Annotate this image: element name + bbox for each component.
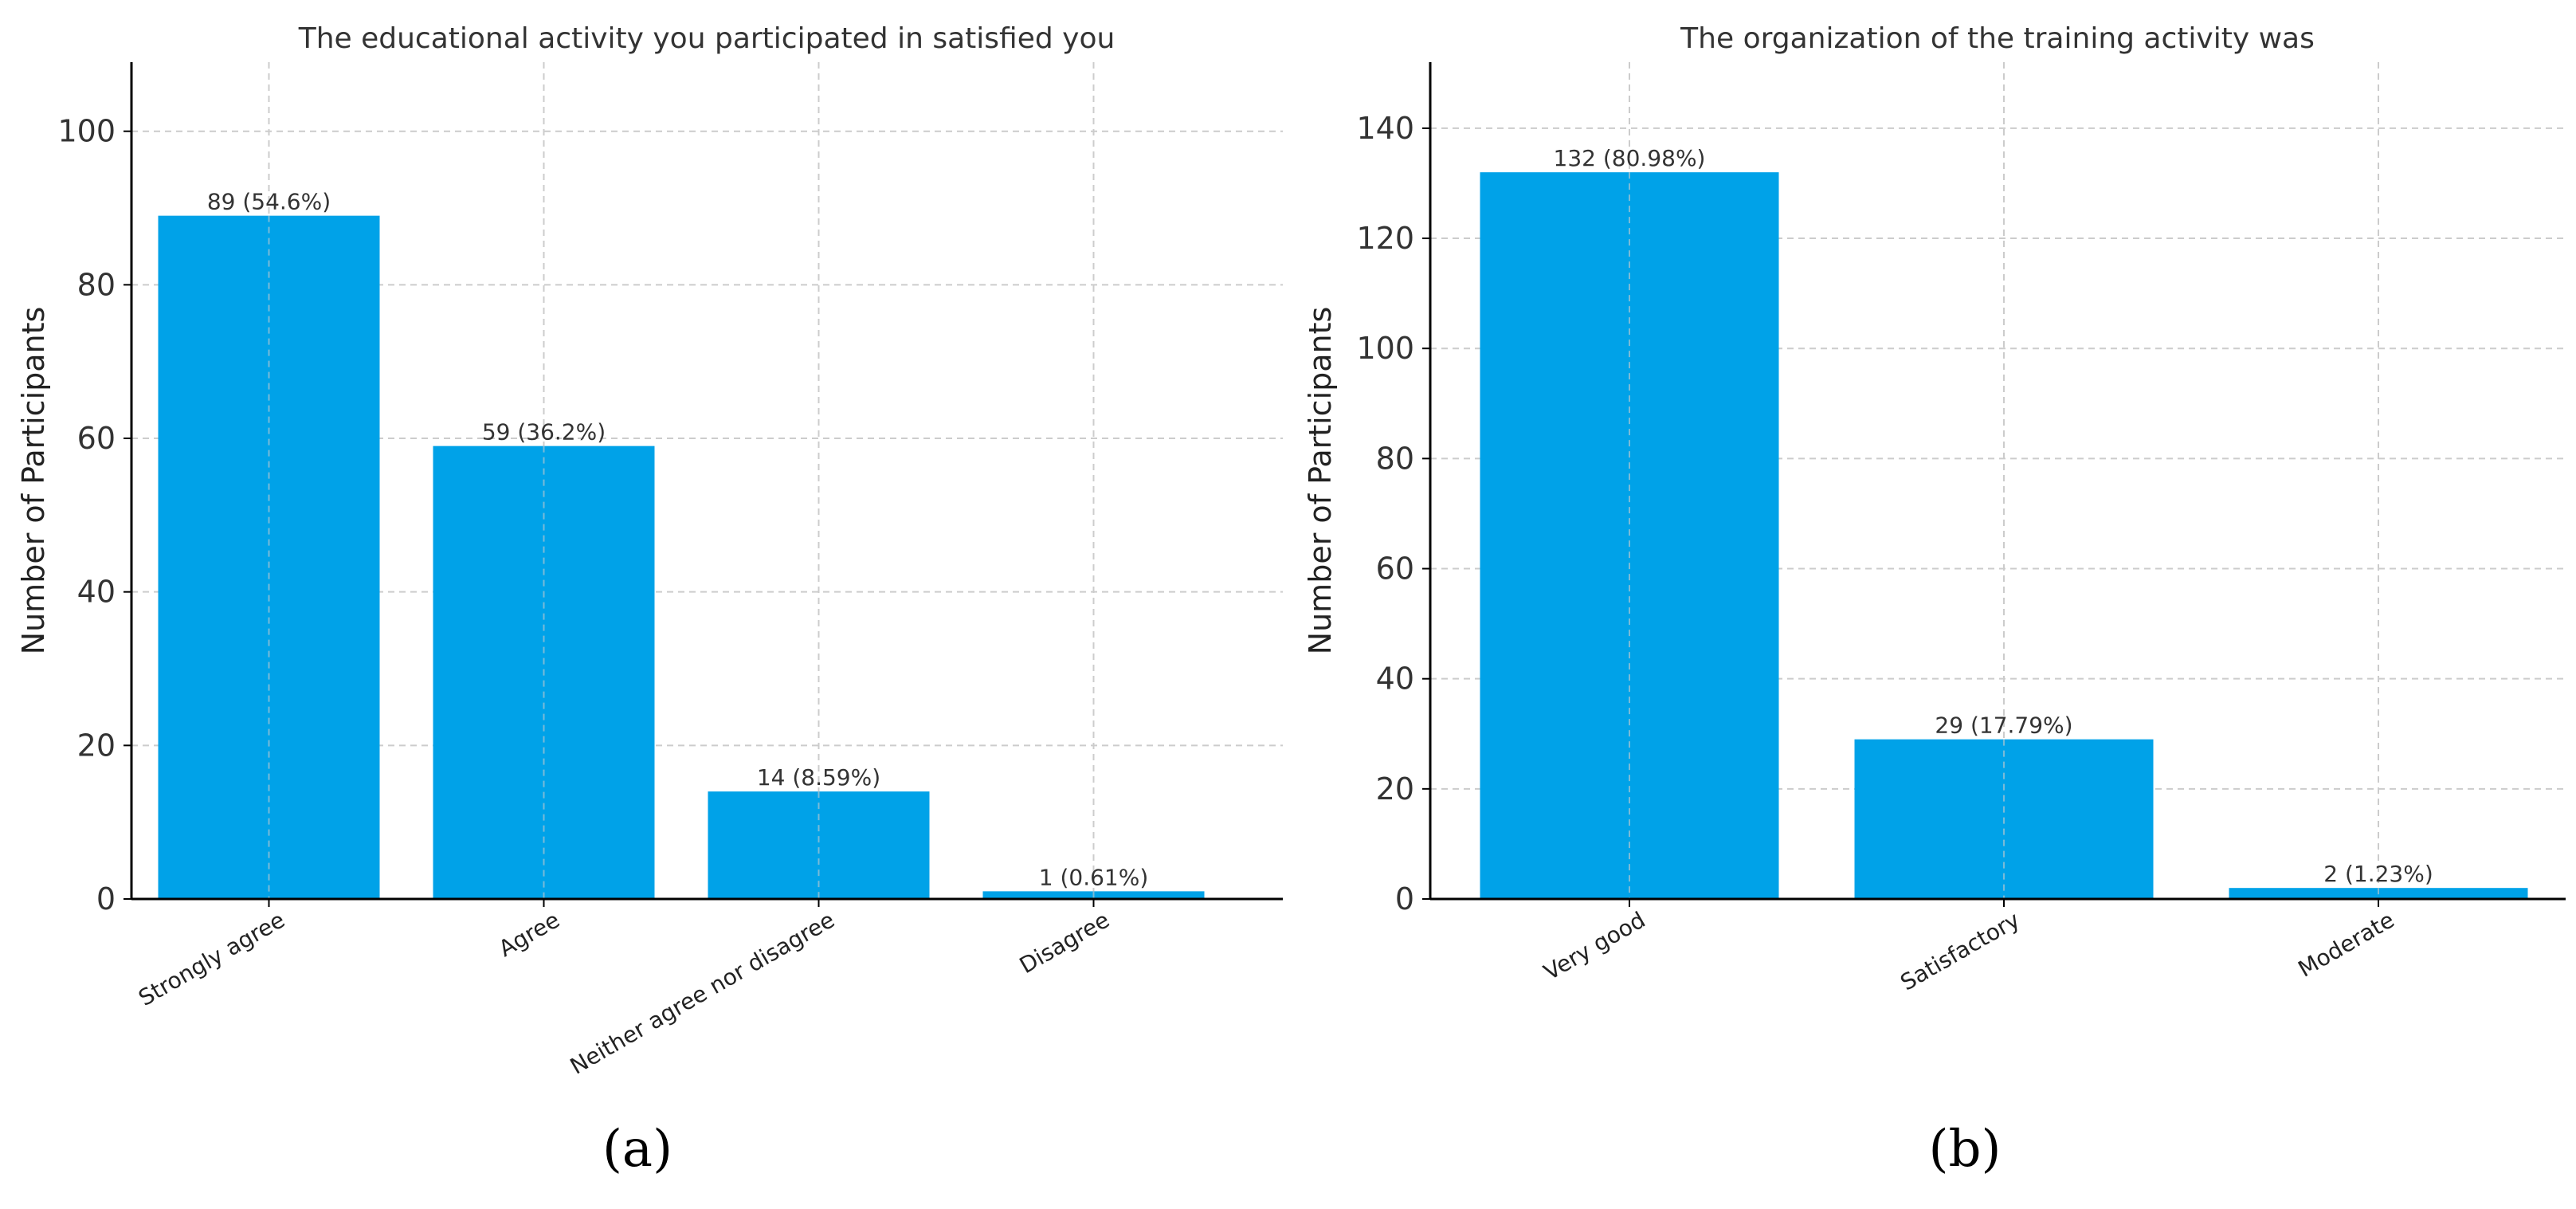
- y-tick-label: 140: [1356, 111, 1414, 146]
- chart-title: The educational activity you participate…: [298, 22, 1115, 55]
- y-tick-label: 60: [1376, 552, 1414, 587]
- y-tick-label: 40: [77, 575, 116, 610]
- y-tick-label: 120: [1356, 221, 1414, 256]
- data-label: 132 (80.98%): [1554, 145, 1706, 171]
- data-label: 89 (54.6%): [207, 189, 331, 215]
- y-axis-label: Number of Participants: [1303, 307, 1338, 655]
- y-axis-label: Number of Participants: [16, 307, 51, 655]
- y-tick-label: 20: [77, 728, 116, 763]
- y-tick-label: 60: [77, 421, 116, 456]
- y-tick-label: 0: [1395, 881, 1414, 917]
- chart-title: The organization of the training activit…: [1680, 22, 2315, 55]
- data-label: 59 (36.2%): [482, 419, 606, 446]
- x-tick-label: Agree: [494, 906, 564, 962]
- y-tick-label: 80: [77, 267, 116, 302]
- y-tick-label: 20: [1376, 771, 1414, 807]
- chart-a: 0 20 40 60 80 100 89 (54.6%) Strongly agree 59 (…: [16, 22, 1283, 1080]
- data-label: 29 (17.79%): [1935, 712, 2072, 739]
- data-label: 2 (1.23%): [2323, 861, 2433, 887]
- x-tick-label: Neither agree nor disagree: [566, 906, 839, 1079]
- y-tick-label: 0: [96, 881, 116, 917]
- y-tick-label: 100: [1356, 331, 1414, 366]
- x-tick-label: Very good: [1539, 906, 1650, 985]
- data-label: 1 (0.61%): [1039, 864, 1149, 890]
- y-tick-label: 100: [57, 114, 116, 149]
- x-tick-label: Moderate: [2294, 906, 2399, 982]
- panel-caption-a: (a): [602, 1120, 673, 1179]
- y-tick-label: 40: [1376, 661, 1414, 697]
- chart-b: 0 20 40 60 80 100 120 140 132 (80.98%) Very good 2…: [1303, 22, 2566, 996]
- panel-caption-b: (b): [1928, 1120, 2002, 1179]
- y-tick-label: 80: [1376, 441, 1414, 476]
- x-tick-label: Disagree: [1015, 906, 1114, 979]
- x-tick-label: Strongly agree: [134, 906, 289, 1011]
- x-tick-label: Satisfactory: [1896, 906, 2024, 995]
- data-label: 14 (8.59%): [757, 764, 880, 791]
